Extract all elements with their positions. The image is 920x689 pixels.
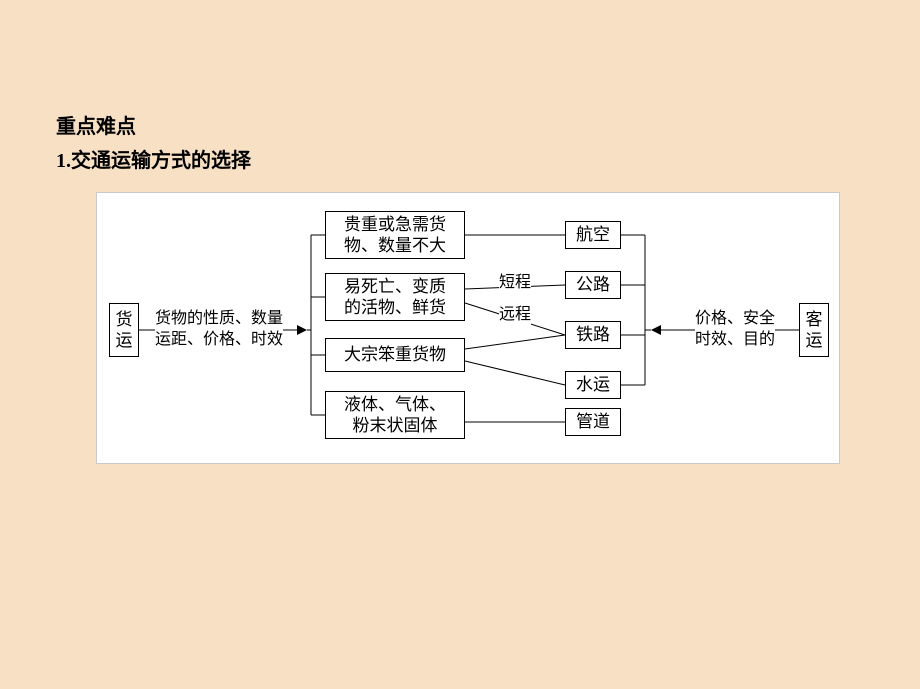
node-cat-precious: 贵重或急需货物、数量不大	[325, 211, 465, 259]
node-mode-rail: 铁路	[565, 321, 621, 349]
node-mode-air: 航空	[565, 221, 621, 249]
node-freight: 货运	[109, 303, 139, 357]
label-long-distance: 远程	[499, 305, 531, 326]
section-subheading: 1.交通运输方式的选择	[56, 144, 251, 173]
node-cat-perishable: 易死亡、变质的活物、鲜货	[325, 273, 465, 321]
node-mode-water: 水运	[565, 371, 621, 399]
node-mode-road: 公路	[565, 271, 621, 299]
node-cat-fluid: 液体、气体、粉末状固体	[325, 391, 465, 439]
label-short-distance: 短程	[499, 273, 531, 294]
label-passenger-criteria: 价格、安全时效、目的	[695, 309, 775, 351]
section-heading: 重点难点	[56, 110, 136, 139]
node-passenger: 客运	[799, 303, 829, 357]
transport-diagram: 货运 贵重或急需货物、数量不大 易死亡、变质的活物、鲜货 大宗笨重货物 液体、气…	[96, 192, 840, 464]
node-mode-pipe: 管道	[565, 408, 621, 436]
node-cat-bulk: 大宗笨重货物	[325, 338, 465, 372]
label-freight-criteria: 货物的性质、数量运距、价格、时效	[155, 309, 283, 351]
